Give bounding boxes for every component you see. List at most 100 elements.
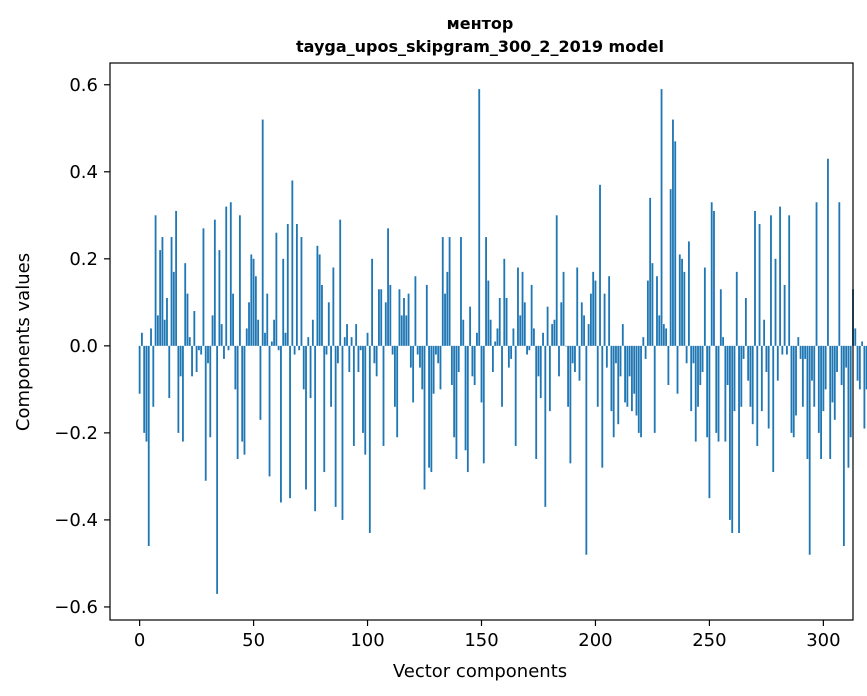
bar — [562, 271, 565, 346]
bar — [482, 345, 485, 464]
bar — [305, 345, 307, 490]
bar — [660, 89, 663, 346]
bar — [261, 119, 264, 346]
bar — [642, 337, 645, 346]
bar — [603, 293, 606, 346]
bar — [533, 328, 535, 346]
bar — [446, 271, 449, 346]
y-tick-label: 0.4 — [69, 162, 98, 183]
bar — [293, 345, 296, 355]
bar — [147, 345, 150, 547]
bar — [806, 345, 809, 459]
bar — [371, 258, 374, 346]
bar — [667, 345, 670, 386]
x-axis-ticks: 0 50 100 150 200 250 300 — [134, 620, 841, 651]
bar — [546, 306, 549, 346]
bar — [398, 289, 401, 346]
bar — [184, 263, 187, 346]
bar — [621, 324, 624, 346]
bar — [375, 345, 378, 377]
bar — [487, 280, 490, 346]
bar — [257, 319, 260, 346]
bar — [309, 345, 312, 399]
bar — [517, 267, 519, 346]
bar — [286, 224, 289, 346]
bar — [471, 345, 474, 377]
bar — [779, 206, 781, 346]
bar — [574, 345, 576, 372]
bar — [651, 263, 654, 346]
bar — [220, 324, 223, 346]
bar — [337, 345, 339, 364]
bar — [692, 345, 695, 364]
bar — [580, 302, 583, 346]
bar — [243, 345, 246, 455]
bar — [510, 345, 513, 359]
bar — [678, 254, 681, 346]
bar — [364, 345, 367, 455]
bar — [637, 345, 640, 433]
bar — [186, 293, 189, 346]
bar — [407, 293, 410, 346]
plot-frame — [109, 62, 854, 621]
bar — [760, 345, 763, 412]
bar — [699, 345, 702, 386]
bar — [865, 345, 867, 390]
bar — [421, 345, 424, 390]
bar — [703, 267, 706, 346]
bar — [544, 345, 547, 507]
bar — [628, 345, 631, 377]
bar — [610, 345, 613, 412]
bar — [576, 267, 579, 346]
bar — [161, 237, 164, 346]
bar — [380, 289, 383, 346]
bar — [295, 224, 298, 346]
bar — [339, 219, 342, 346]
x-tick-label: 50 — [242, 630, 265, 651]
bar — [783, 284, 786, 346]
bar — [311, 319, 314, 346]
bar — [150, 328, 152, 346]
bar — [437, 345, 440, 364]
bar — [617, 345, 620, 425]
bar — [592, 271, 595, 346]
bar — [594, 280, 597, 346]
bar — [321, 284, 323, 346]
bar — [138, 345, 141, 394]
bar — [831, 345, 834, 403]
bar — [756, 345, 759, 446]
bar — [558, 345, 560, 377]
bar — [348, 345, 351, 372]
bar — [690, 345, 693, 412]
bar — [207, 345, 209, 364]
bar — [277, 345, 280, 351]
bar — [491, 345, 494, 372]
bar — [608, 276, 611, 346]
bar — [430, 345, 433, 473]
bar — [740, 345, 743, 407]
bar — [389, 284, 392, 346]
bar — [284, 332, 287, 346]
bar — [674, 141, 677, 346]
bar — [448, 237, 451, 346]
bar — [861, 341, 864, 346]
bar — [154, 215, 157, 346]
bar — [838, 202, 841, 346]
bar — [366, 332, 369, 346]
bar — [653, 345, 656, 433]
bar — [175, 210, 178, 346]
bar — [384, 302, 387, 346]
bar — [473, 345, 476, 386]
bar — [724, 345, 727, 442]
bar — [460, 237, 462, 346]
bar — [599, 184, 601, 346]
bar — [553, 319, 556, 346]
bar — [526, 345, 528, 355]
bar — [808, 345, 811, 555]
bar — [197, 345, 200, 351]
bar — [747, 345, 750, 381]
bar — [225, 206, 228, 346]
bar — [291, 180, 294, 346]
bar — [715, 345, 718, 433]
bar — [359, 345, 362, 351]
